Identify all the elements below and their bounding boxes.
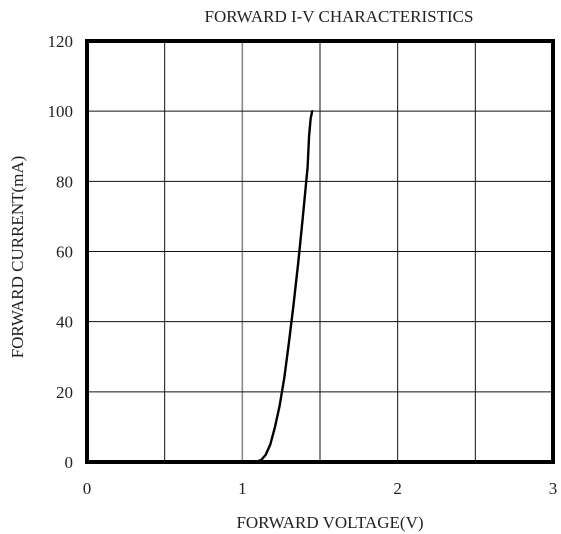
chart-title: FORWARD I-V CHARACTERISTICS [205,7,474,26]
y-tick-label: 80 [56,172,73,191]
grid-lines [87,41,553,462]
x-tick-label: 3 [549,479,558,498]
y-tick-label: 40 [56,313,73,332]
series-layer [241,110,314,464]
x-tick-labels: 0 1 2 3 [83,479,558,498]
plot-frame [85,39,555,464]
x-tick-label: 2 [393,479,402,498]
y-tick-labels: 0 20 40 60 80 100 120 [48,32,74,472]
x-tick-label: 1 [238,479,247,498]
y-tick-label: 100 [48,102,74,121]
x-tick-label: 0 [83,479,92,498]
y-tick-label: 60 [56,243,73,262]
y-axis-label: FORWARD CURRENT(mA) [8,156,27,359]
x-axis-label: FORWARD VOLTAGE(V) [236,513,423,532]
iv-curve [241,110,314,464]
y-tick-label: 0 [65,453,74,472]
y-tick-label: 120 [48,32,74,51]
y-tick-label: 20 [56,383,73,402]
